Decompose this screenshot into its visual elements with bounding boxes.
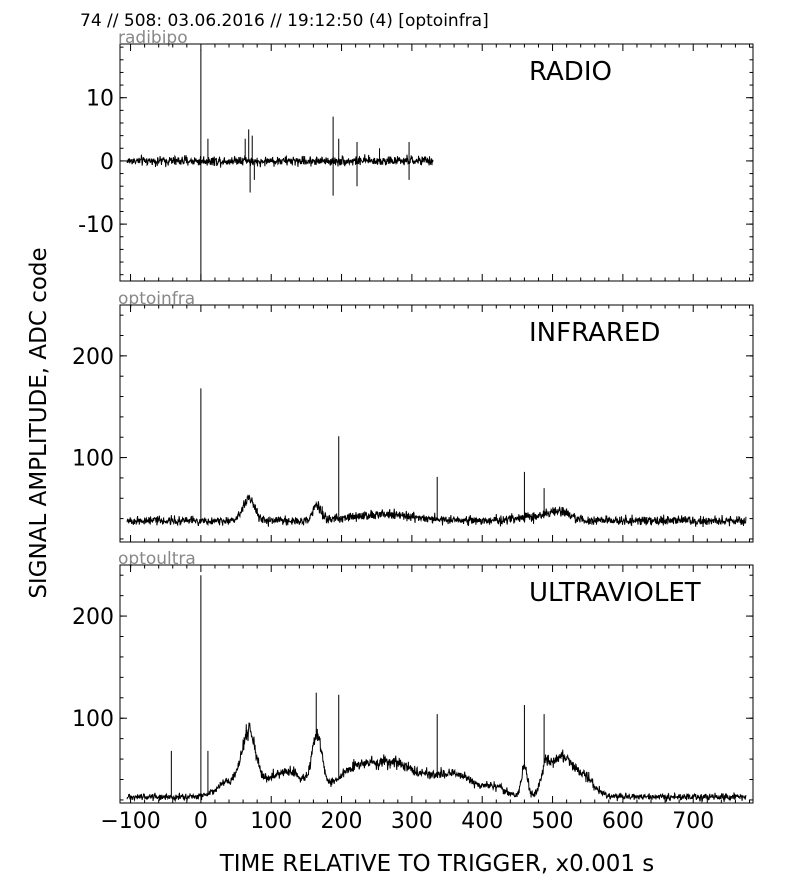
plot-frame bbox=[119, 304, 754, 543]
panel-optoinfra: optoinfra 200 100 INFRARED bbox=[72, 289, 754, 543]
signal-trace bbox=[126, 388, 747, 527]
y-tick-label: 0 bbox=[100, 150, 114, 175]
x-tick-label: −100 bbox=[100, 809, 160, 834]
x-tick-label: 400 bbox=[461, 809, 503, 834]
panel-radibipo: radibipo 10 0 -10 RADIO bbox=[78, 28, 754, 282]
channel-name: optoinfra bbox=[118, 289, 195, 309]
signal-trace bbox=[126, 50, 434, 281]
panels: radibipo100-10RADIOoptoinfra200100INFRAR… bbox=[72, 28, 754, 804]
x-tick-label: 200 bbox=[321, 809, 363, 834]
y-tick-label: 200 bbox=[72, 345, 114, 370]
x-tick-label: 500 bbox=[532, 809, 574, 834]
x-tick-label: 300 bbox=[391, 809, 433, 834]
chart-header: 74 // 508: 03.06.2016 // 19:12:50 (4) [o… bbox=[80, 11, 489, 31]
y-tick-label: 200 bbox=[72, 605, 114, 630]
y-axis-label: SIGNAL AMPLITUDE, ADC code bbox=[26, 247, 52, 598]
panel-label: INFRARED bbox=[529, 318, 660, 348]
y-tick-label: 100 bbox=[72, 447, 114, 472]
x-tick-label: 700 bbox=[672, 809, 714, 834]
y-tick-label: 10 bbox=[86, 87, 114, 112]
x-axis-label: TIME RELATIVE TO TRIGGER, x0.001 s bbox=[219, 851, 655, 877]
x-tick-label: 100 bbox=[250, 809, 292, 834]
x-tick-label: 600 bbox=[602, 809, 644, 834]
panel-optoultra: optoultra 200 100 ULTRAVIOLET bbox=[72, 549, 754, 804]
channel-name: optoultra bbox=[118, 549, 196, 569]
x-tick-labels: −100 0 100 200 300 400 500 600 700 bbox=[100, 809, 714, 834]
y-tick-label: 100 bbox=[72, 707, 114, 732]
signal-trace bbox=[126, 575, 747, 804]
plot-frame bbox=[119, 564, 754, 804]
y-tick-label: -10 bbox=[78, 213, 114, 238]
x-tick-label: 0 bbox=[194, 809, 208, 834]
plot-frame bbox=[119, 43, 754, 282]
panel-label: RADIO bbox=[529, 57, 612, 87]
channel-name: radibipo bbox=[118, 28, 188, 48]
panel-label: ULTRAVIOLET bbox=[529, 578, 701, 608]
